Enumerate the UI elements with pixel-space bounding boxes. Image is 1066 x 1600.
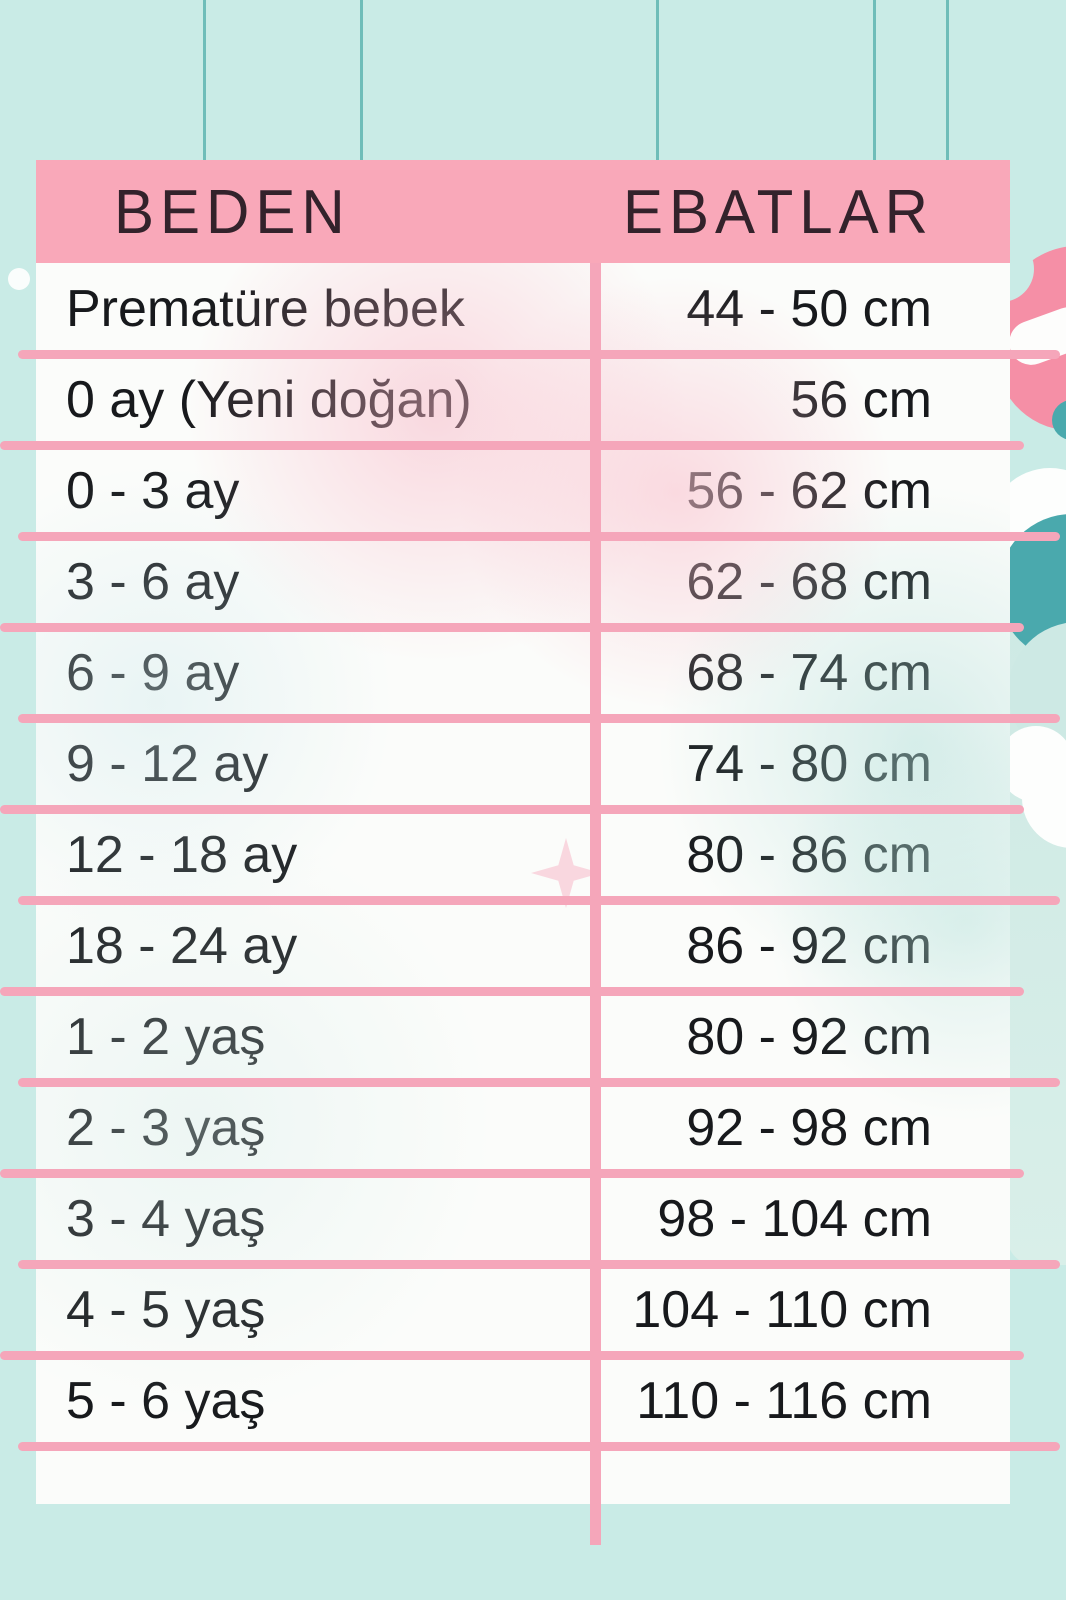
- size-cell: 6 - 9 ay: [66, 643, 240, 702]
- hanging-string: [946, 0, 949, 162]
- dims-cell: 74 - 80 cm: [686, 734, 932, 793]
- size-cell: 5 - 6 yaş: [66, 1371, 266, 1430]
- row-separator-line: [0, 987, 1024, 996]
- row-separator-line: [18, 1260, 1060, 1269]
- table-row: 12 - 18 ay 80 - 86 cm: [36, 809, 1010, 900]
- table-row: 9 - 12 ay 74 - 80 cm: [36, 718, 1010, 809]
- header-size-column: BEDEN: [114, 176, 351, 247]
- hanging-string: [360, 0, 363, 162]
- dims-cell: 86 - 92 cm: [686, 916, 932, 975]
- row-separator-line: [18, 714, 1060, 723]
- row-separator-line: [18, 350, 1060, 359]
- table-row: 5 - 6 yaş 110 - 116 cm: [36, 1355, 1010, 1446]
- hanging-string: [656, 0, 659, 162]
- header-dims-column: EBATLAR: [623, 176, 934, 247]
- dims-cell: 62 - 68 cm: [686, 552, 932, 611]
- deco-teal-sliver: [1052, 400, 1066, 440]
- row-separator-line: [0, 441, 1024, 450]
- dims-cell: 92 - 98 cm: [686, 1098, 932, 1157]
- deco-dot: [8, 268, 30, 290]
- table-header: BEDEN EBATLAR: [36, 160, 1010, 263]
- row-separator-line: [0, 1351, 1024, 1360]
- size-cell: 18 - 24 ay: [66, 916, 298, 975]
- table-row: 1 - 2 yaş 80 - 92 cm: [36, 991, 1010, 1082]
- size-cell: Prematüre bebek: [66, 279, 465, 338]
- table-row: 2 - 3 yaş 92 - 98 cm: [36, 1082, 1010, 1173]
- hanging-string: [873, 0, 876, 162]
- row-separator-line: [18, 1442, 1060, 1451]
- row-separator-line: [18, 896, 1060, 905]
- size-cell: 0 - 3 ay: [66, 461, 240, 520]
- size-cell: 12 - 18 ay: [66, 825, 298, 884]
- table-row: 0 - 3 ay 56 - 62 cm: [36, 445, 1010, 536]
- size-cell: 2 - 3 yaş: [66, 1098, 266, 1157]
- row-separator-line: [0, 805, 1024, 814]
- dims-cell: 110 - 116 cm: [636, 1371, 932, 1430]
- table-row: 3 - 6 ay 62 - 68 cm: [36, 536, 1010, 627]
- dims-cell: 56 cm: [790, 370, 932, 429]
- table-row: 6 - 9 ay 68 - 74 cm: [36, 627, 1010, 718]
- size-cell: 1 - 2 yaş: [66, 1007, 266, 1066]
- dims-cell: 80 - 86 cm: [686, 825, 932, 884]
- row-separator-line: [0, 1169, 1024, 1178]
- size-table: BEDEN EBATLAR Prematüre bebek 44 - 50 cm…: [36, 160, 1010, 1545]
- table-row: 4 - 5 yaş 104 - 110 cm: [36, 1264, 1010, 1355]
- row-separator-line: [0, 623, 1024, 632]
- size-cell: 4 - 5 yaş: [66, 1280, 266, 1339]
- size-cell: 0 ay (Yeni doğan): [66, 370, 472, 429]
- dims-cell: 44 - 50 cm: [686, 279, 932, 338]
- row-separator-line: [18, 1078, 1060, 1087]
- dims-cell: 56 - 62 cm: [686, 461, 932, 520]
- table-row: 3 - 4 yaş 98 - 104 cm: [36, 1173, 1010, 1264]
- dims-cell: 98 - 104 cm: [657, 1189, 932, 1248]
- dims-cell: 104 - 110 cm: [632, 1280, 932, 1339]
- hanging-string: [203, 0, 206, 162]
- table-row: 18 - 24 ay 86 - 92 cm: [36, 900, 1010, 991]
- empty-row: [36, 1446, 1010, 1504]
- size-cell: 3 - 6 ay: [66, 552, 240, 611]
- table-row: 0 ay (Yeni doğan) 56 cm: [36, 354, 1010, 445]
- table-row: Prematüre bebek 44 - 50 cm: [36, 263, 1010, 354]
- dims-cell: 80 - 92 cm: [686, 1007, 932, 1066]
- size-cell: 3 - 4 yaş: [66, 1189, 266, 1248]
- dims-cell: 68 - 74 cm: [686, 643, 932, 702]
- size-cell: 9 - 12 ay: [66, 734, 269, 793]
- row-separator-line: [18, 532, 1060, 541]
